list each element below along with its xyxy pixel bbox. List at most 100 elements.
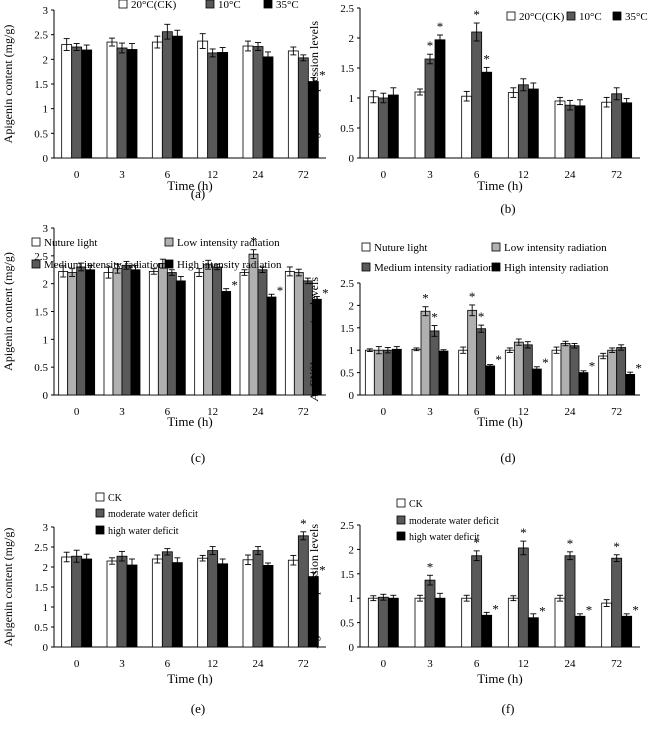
bar — [527, 88, 539, 159]
y-axis-title: AgFNSI expression levels — [307, 277, 321, 402]
x-tick-label: 24 — [253, 406, 265, 418]
panel-label: (d) — [500, 450, 515, 465]
significance-star: * — [492, 601, 499, 616]
bar — [621, 102, 633, 159]
legend-swatch — [205, 0, 215, 9]
x-tick-label: 72 — [298, 406, 309, 418]
y-tick-label: 1 — [349, 593, 355, 605]
significance-star: * — [322, 285, 329, 300]
bar — [373, 349, 384, 396]
legend-swatch — [31, 259, 41, 269]
bar — [207, 52, 219, 159]
bar — [367, 597, 379, 648]
significance-star: * — [478, 309, 485, 324]
x-tick-label: 0 — [381, 406, 387, 418]
bar — [58, 271, 69, 396]
bar — [607, 349, 618, 396]
y-tick-label: 2 — [349, 544, 355, 556]
legend-label: 35°C — [276, 0, 299, 11]
panel-label: (e) — [191, 701, 205, 716]
significance-star: * — [613, 539, 620, 554]
bar — [161, 551, 173, 648]
y-tick-label: 3 — [43, 522, 49, 534]
y-tick-label: 0 — [349, 153, 355, 165]
significance-star: * — [422, 291, 429, 306]
y-tick-label: 1 — [349, 93, 355, 105]
bar — [266, 296, 277, 396]
y-axis-title-rest: expression levels — [307, 277, 321, 363]
x-tick-label: 3 — [119, 658, 125, 670]
y-tick-label: 1.5 — [340, 569, 354, 581]
y-tick-label: 0.5 — [340, 368, 354, 380]
bar — [287, 50, 299, 159]
significance-star: * — [473, 7, 480, 22]
bar — [504, 349, 515, 396]
bar — [217, 563, 229, 648]
x-tick-label: 3 — [119, 169, 125, 181]
bar — [551, 349, 562, 396]
y-tick-label: 0.5 — [340, 618, 354, 630]
bar — [61, 556, 73, 648]
y-tick-label: 1.5 — [340, 323, 354, 335]
bar — [574, 105, 586, 159]
bar — [522, 344, 533, 396]
significance-star: * — [427, 559, 434, 574]
legend-label: Nuture light — [374, 242, 427, 254]
y-axis-title-rest: expression levels — [307, 524, 321, 610]
y-axis-title-gene: AgFNSI — [307, 608, 321, 649]
bar — [171, 562, 183, 648]
y-tick-label: 2 — [43, 279, 49, 291]
legend-swatch — [164, 259, 174, 269]
bar — [507, 92, 519, 159]
legend-swatch — [31, 237, 41, 247]
bar — [564, 555, 576, 648]
bar — [151, 558, 163, 648]
bar — [112, 268, 123, 396]
bar — [481, 614, 493, 648]
bar — [574, 615, 586, 648]
x-tick-label: 72 — [611, 169, 622, 181]
x-tick-label: 12 — [518, 658, 529, 670]
significance-star: * — [542, 355, 549, 370]
bar — [171, 35, 183, 159]
significance-star: * — [231, 277, 238, 292]
x-tick-label: 24 — [565, 658, 577, 670]
x-tick-label: 24 — [253, 169, 265, 181]
bar — [411, 348, 422, 396]
bar — [429, 330, 440, 396]
bar — [217, 52, 229, 159]
bar — [221, 291, 232, 396]
bar — [287, 559, 299, 648]
legend-swatch — [361, 242, 371, 252]
bar — [157, 263, 168, 396]
y-tick-label: 0.5 — [34, 622, 48, 634]
bar — [424, 58, 436, 159]
bar — [151, 41, 163, 159]
x-tick-label: 6 — [474, 169, 480, 181]
y-tick-label: 2 — [349, 33, 355, 45]
x-tick-label: 12 — [518, 406, 529, 418]
x-tick-label: 0 — [74, 658, 80, 670]
legend-swatch — [164, 237, 174, 247]
significance-star: * — [277, 283, 284, 298]
x-axis-title: Time (h) — [167, 414, 212, 429]
bar — [106, 41, 118, 159]
x-tick-label: 3 — [427, 169, 433, 181]
bar — [257, 269, 268, 396]
legend-swatch — [506, 11, 516, 21]
y-tick-label: 3 — [43, 223, 49, 235]
y-tick-label: 2.5 — [34, 30, 48, 42]
y-tick-label: 0 — [43, 153, 49, 165]
y-axis-title-rest: expression levels — [307, 21, 321, 107]
bar — [116, 555, 128, 648]
legend-swatch — [361, 262, 371, 272]
legend-swatch — [396, 515, 406, 525]
y-tick-label: 1 — [43, 334, 49, 346]
bar — [207, 550, 219, 648]
bar — [377, 97, 389, 159]
bar — [513, 341, 524, 396]
bar — [166, 272, 177, 396]
bar — [467, 309, 478, 396]
y-axis-title: Apigenin content (mg/g) — [1, 252, 15, 371]
x-tick-label: 0 — [381, 169, 387, 181]
